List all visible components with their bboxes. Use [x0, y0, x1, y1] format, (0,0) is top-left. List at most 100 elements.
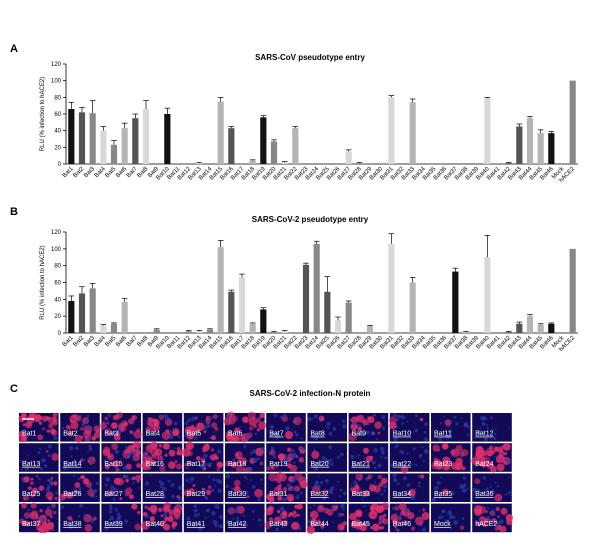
nucleus-signal: [327, 426, 330, 429]
nucleus-signal: [463, 483, 467, 487]
nucleus-signal: [233, 525, 236, 528]
tile-bat43: Bat43: [264, 503, 306, 533]
n-protein-signal: [174, 504, 183, 513]
n-protein-signal: [207, 485, 212, 490]
n-protein-signal: [253, 424, 257, 429]
nucleus-signal: [212, 519, 218, 525]
nucleus-signal: [198, 526, 203, 531]
n-protein-signal: [282, 510, 288, 516]
nucleus-signal: [251, 459, 254, 462]
nucleus-signal: [414, 463, 418, 467]
n-protein-signal: [168, 449, 176, 457]
nucleus-signal: [353, 463, 357, 467]
nucleus-signal: [461, 517, 465, 520]
n-protein-signal: [69, 419, 73, 423]
tile-bat7: Bat7: [266, 413, 306, 442]
chart-a-category-label: Bat1: [62, 166, 75, 179]
n-protein-signal: [377, 431, 381, 435]
n-protein-signal: [505, 513, 514, 522]
n-protein-signal: [58, 493, 67, 501]
nucleus-signal: [233, 509, 239, 514]
n-protein-signal: [414, 516, 424, 526]
nucleus-signal: [357, 454, 361, 457]
nucleus-signal: [280, 506, 284, 510]
n-protein-signal: [494, 526, 499, 532]
nucleus-signal: [70, 455, 73, 458]
n-protein-signal: [231, 461, 237, 468]
nucleus-signal: [225, 520, 230, 524]
chart-b-bar-bat46: [548, 323, 555, 333]
tile-label: Bat35: [434, 491, 452, 498]
nucleus-signal: [177, 435, 181, 439]
tile-bat39: Bat39: [101, 503, 142, 533]
nucleus-signal: [287, 483, 292, 488]
nucleus-signal: [322, 495, 327, 501]
tile-bat25: Bat25: [19, 473, 59, 502]
nucleus-signal: [53, 435, 58, 440]
nucleus-signal: [440, 515, 444, 519]
tile-label: Bat30: [228, 491, 246, 498]
nucleus-signal: [462, 476, 466, 480]
chart-a-category-label: Bat2: [72, 166, 85, 179]
n-protein-signal: [281, 415, 288, 422]
n-protein-signal: [135, 474, 142, 482]
n-protein-signal: [235, 464, 244, 473]
n-protein-signal: [121, 420, 128, 427]
n-protein-signal: [47, 519, 50, 523]
nucleus-signal: [130, 450, 133, 453]
n-protein-signal: [46, 429, 50, 433]
nucleus-signal: [291, 448, 295, 453]
n-protein-signal: [495, 507, 500, 512]
nucleus-signal: [184, 433, 190, 438]
nucleus-signal: [485, 417, 488, 420]
n-protein-signal: [52, 412, 58, 418]
nucleus-signal: [232, 517, 235, 520]
nucleus-signal: [177, 485, 183, 491]
nucleus-signal: [275, 527, 279, 532]
nucleus-signal: [418, 453, 423, 458]
chart-b-bar-bat27: [345, 302, 352, 333]
tile-label: Bat36: [475, 491, 493, 498]
nucleus-signal: [369, 483, 371, 486]
nucleus-signal: [214, 523, 219, 528]
nucleus-signal: [476, 488, 481, 493]
nucleus-signal: [116, 512, 121, 517]
n-protein-signal: [252, 416, 256, 419]
nucleus-signal: [418, 481, 421, 485]
n-protein-signal: [67, 430, 74, 436]
n-protein-signal: [488, 445, 494, 450]
tile-bat28: Bat28: [142, 473, 183, 502]
n-protein-signal: [211, 448, 214, 452]
chart-b-y-axis-label: RLU (% infection to hACE2): [40, 245, 46, 319]
nucleus-signal: [91, 522, 94, 524]
n-protein-signal: [410, 526, 416, 531]
nucleus-signal: [422, 460, 425, 463]
tile-label: Bat9: [352, 431, 367, 438]
chart-b-bar-bat24: [313, 243, 320, 333]
nucleus-signal: [319, 415, 322, 418]
nucleus-signal: [309, 506, 312, 509]
chart-b-bar-bat14: [206, 329, 214, 333]
nucleus-signal: [332, 426, 337, 431]
n-protein-signal: [362, 419, 369, 426]
n-protein-signal: [233, 485, 241, 493]
nucleus-signal: [173, 447, 176, 450]
nucleus-signal: [104, 526, 109, 531]
nucleus-signal: [243, 522, 248, 528]
chart-b-y-tick-label: 100: [51, 247, 62, 253]
n-protein-signal: [205, 418, 211, 424]
n-protein-signal: [165, 429, 170, 433]
tile-bat27: Bat27: [101, 473, 142, 502]
nucleus-signal: [235, 506, 238, 509]
nucleus-signal: [480, 415, 485, 421]
nucleus-signal: [125, 474, 129, 478]
chart-a-bar-bat21: [281, 162, 288, 164]
nucleus-signal: [423, 422, 428, 427]
n-protein-signal: [167, 516, 174, 523]
n-protein-signal: [136, 463, 142, 469]
nucleus-signal: [485, 487, 489, 491]
tile-bat2: Bat2: [60, 413, 101, 443]
nucleus-signal: [72, 487, 75, 490]
n-protein-signal: [111, 443, 119, 451]
nucleus-signal: [436, 480, 441, 485]
